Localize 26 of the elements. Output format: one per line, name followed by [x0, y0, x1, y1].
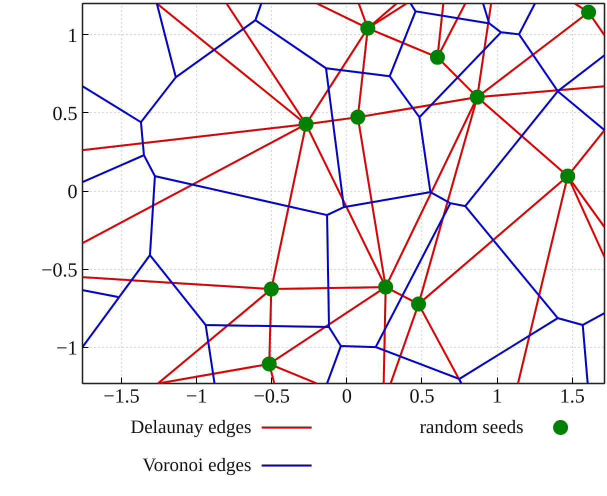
x-tick-label: 1.5: [560, 386, 585, 408]
y-tick-label: −1: [56, 338, 78, 360]
y-tick-label: −0.5: [41, 259, 78, 282]
x-tick-label: 0.5: [409, 386, 434, 408]
legend-label: Voronoi edges: [142, 455, 252, 476]
legend-label: Delaunay edges: [130, 417, 252, 438]
point: [470, 90, 485, 105]
point: [378, 280, 394, 294]
point: [560, 168, 576, 184]
y-tick-label: 1: [68, 24, 78, 47]
x-tick-label: −1.5: [103, 386, 140, 408]
x-tick-label: 0: [342, 386, 352, 408]
point: [411, 296, 426, 312]
y-tick-label: 0.5: [52, 102, 78, 125]
x-tick-label: 1: [492, 386, 502, 408]
point: [581, 4, 596, 20]
x-tick-label: −0.5: [254, 386, 290, 408]
point: [430, 50, 445, 65]
point: [298, 116, 314, 132]
point: [262, 356, 277, 372]
point: [360, 20, 376, 36]
point: [264, 282, 279, 297]
x-tick-label: −1: [186, 386, 208, 408]
legend-label: random seeds: [420, 417, 524, 438]
point: [350, 110, 366, 125]
y-tick-label: 0: [68, 181, 78, 204]
